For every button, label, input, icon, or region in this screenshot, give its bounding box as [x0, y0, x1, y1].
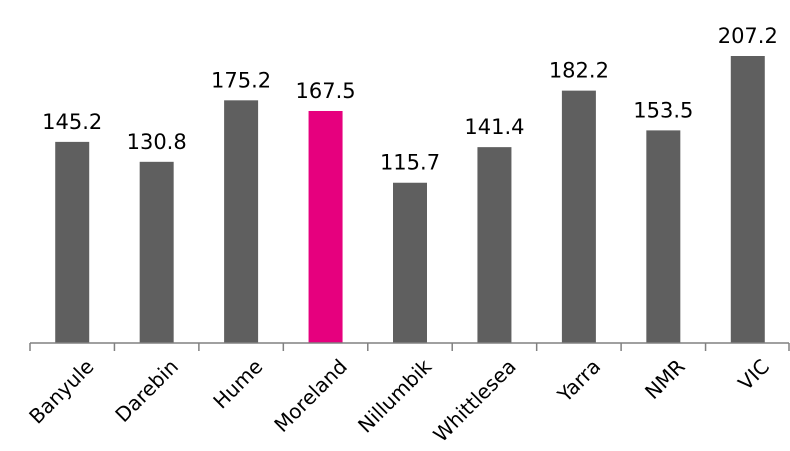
data-label-nillumbik: 115.7 [380, 151, 440, 175]
category-label-banyule: Banyule [24, 354, 98, 428]
category-label-whittlesea: Whittlesea [428, 354, 520, 446]
bar-hume [224, 100, 259, 343]
category-label-hume: Hume [208, 354, 267, 413]
value-labels-group: 145.2 130.8 175.2 167.5 115.7 141.4 182.2 153.5… [42, 24, 778, 175]
data-label-darebin: 130.8 [127, 130, 187, 154]
category-label-nillumbik: Nillumbik [353, 354, 436, 437]
bar-vic [730, 56, 765, 343]
bar-nmr [646, 130, 681, 343]
bar-nillumbik [393, 182, 427, 343]
data-label-whittlesea: 141.4 [464, 115, 524, 139]
bars-group [55, 56, 765, 344]
bar-banyule [55, 141, 90, 343]
category-label-vic: VIC [733, 354, 774, 395]
category-label-darebin: Darebin [110, 354, 183, 427]
bar-moreland [308, 110, 343, 344]
data-label-hume: 175.2 [211, 68, 271, 92]
category-label-yarra: Yarra [552, 354, 605, 407]
data-label-banyule: 145.2 [42, 110, 102, 134]
data-label-moreland: 167.5 [295, 79, 355, 103]
category-labels-group: Banyule Darebin Hume Moreland NillumbikWhitt… [24, 354, 774, 447]
data-label-nmr: 153.5 [633, 98, 693, 122]
category-label-moreland: Moreland [269, 354, 352, 437]
bar-darebin [139, 161, 174, 343]
data-label-yarra: 182.2 [549, 59, 609, 83]
bar-yarra [561, 90, 596, 343]
x-axis [29, 342, 790, 351]
category-label-nmr: NMR [640, 354, 690, 404]
data-label-vic: 207.2 [718, 24, 778, 48]
bar-whittlesea [477, 147, 512, 343]
